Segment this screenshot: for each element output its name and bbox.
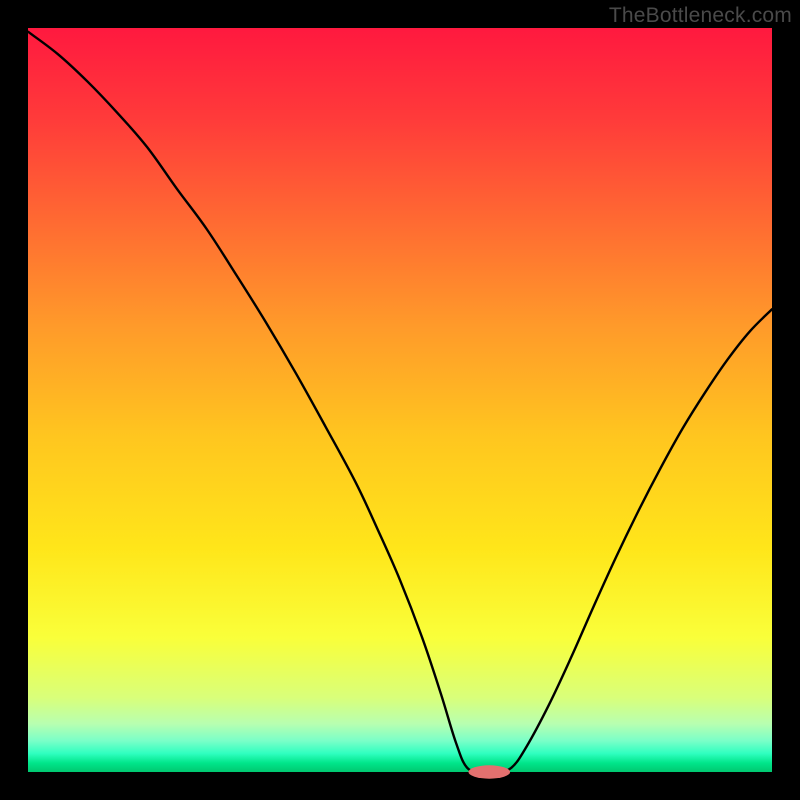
chart-svg [0, 0, 800, 800]
bottleneck-chart: TheBottleneck.com [0, 0, 800, 800]
watermark-text: TheBottleneck.com [609, 4, 792, 28]
optimum-marker [468, 765, 510, 778]
